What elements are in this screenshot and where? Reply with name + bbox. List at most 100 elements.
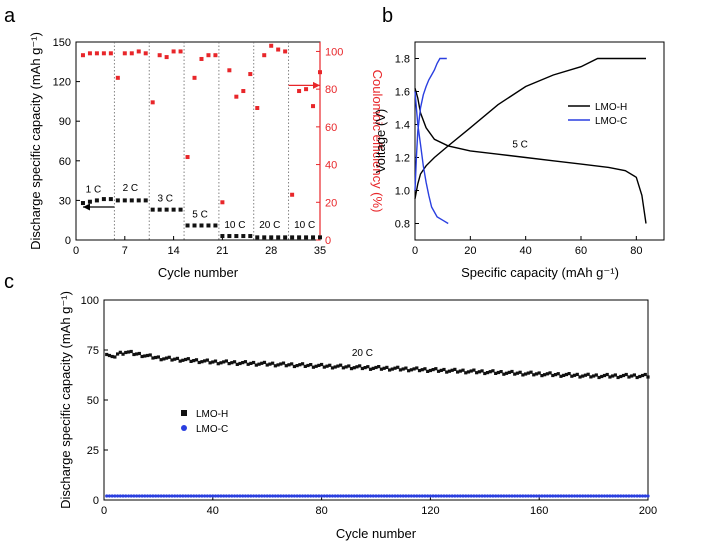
panel-c-series [105, 349, 650, 498]
lmo-c-point [309, 494, 313, 498]
lmo-c-point [592, 494, 596, 498]
panel-b-series [414, 57, 647, 225]
lmo-h-point [311, 365, 316, 369]
lmo-c-point [613, 494, 617, 498]
y-tick-label: 1.2 [395, 153, 410, 165]
lmo-c-point [132, 494, 136, 498]
lmo-c-point [507, 494, 511, 498]
lmo-c-point [167, 494, 171, 498]
capacity-point [80, 201, 85, 206]
lmo-h-point [640, 373, 645, 378]
lmo-c-point [197, 494, 201, 498]
lmo-h-point [268, 362, 272, 366]
lmo-c-point [126, 494, 131, 498]
lmo-h-point [510, 369, 514, 374]
lmo-h-point [309, 363, 313, 367]
left-axis-arrowhead [82, 203, 90, 211]
panel-b-y-ticks: 0.8 1.0 1.2 1.4 1.6 1.8 [395, 54, 419, 231]
lmo-c-point [232, 494, 237, 498]
lmo-c-point [252, 494, 256, 498]
lmo-c-point [243, 494, 248, 498]
lmo-c-point [447, 494, 452, 498]
rate-label: 2 C [123, 183, 139, 194]
lmo-h-point [575, 372, 579, 376]
lmo-c-point [496, 494, 500, 498]
lmo-c-point [268, 494, 272, 498]
y2-tick-label: 100 [325, 46, 343, 58]
lmo-c-point [605, 494, 609, 498]
lmo-h-point [205, 358, 209, 362]
lmo-h-point [447, 369, 452, 373]
lmo-h-point [379, 367, 384, 371]
y-tick-label: 60 [59, 156, 71, 168]
lmo-c-point [227, 494, 231, 498]
lmo-c-point [363, 494, 367, 498]
lmo-h-point [137, 351, 141, 356]
lmo-c-point [600, 494, 604, 498]
efficiency-point [101, 51, 106, 56]
lmo-c-point [330, 494, 335, 498]
rate-label: 5 C [192, 210, 208, 221]
lmo-c-point [390, 494, 394, 498]
lmo-h-point [583, 373, 588, 377]
y-tick-label: 30 [59, 195, 71, 207]
lmo-c-point [107, 494, 112, 498]
lmo-h-point [592, 374, 596, 378]
lmo-c-point [200, 494, 204, 498]
efficiency-point [227, 68, 232, 73]
lmo-h-point [347, 364, 351, 368]
lmo-h-point [643, 372, 647, 377]
panel-b-x-label: Specific capacity (mAh g⁻¹) [461, 265, 619, 280]
x-tick-label: 0 [73, 245, 79, 257]
panel-b-frame [414, 41, 665, 241]
lmo-c-point [485, 494, 490, 498]
lmo-c-point [458, 494, 462, 498]
lmo-c-point [409, 494, 413, 498]
lmo-h-point [173, 357, 177, 361]
lmo-c-point [504, 494, 509, 498]
x-tick-label: 28 [265, 245, 277, 257]
lmo-h-point [646, 375, 650, 379]
lmo-c-point [295, 494, 299, 498]
lmo-c-point [423, 494, 427, 498]
lmo-c-point [154, 494, 158, 498]
lmo-h-point [260, 361, 264, 365]
lmo-h-point [567, 372, 571, 376]
lmo-h-point [110, 354, 114, 359]
lmo-c-point [118, 494, 122, 498]
lmo-c-point [186, 494, 190, 498]
x-tick-label: 120 [421, 505, 439, 517]
x-tick-label: 40 [520, 245, 532, 257]
lmo-c-point [499, 494, 503, 498]
lmo-h-point [224, 359, 228, 363]
lmo-h-point [374, 365, 378, 370]
efficiency-point [241, 89, 246, 94]
lmo-h-point [540, 374, 544, 378]
lmo-h-point [320, 362, 324, 367]
lmo-h-point [611, 374, 615, 378]
capacity-point [150, 207, 155, 212]
y2-tick-label: 60 [325, 122, 337, 134]
efficiency-point [150, 100, 155, 105]
lmo-c-point [159, 494, 163, 498]
lmo-h-point [232, 360, 237, 364]
lmo-h-point [189, 359, 193, 363]
lmo-h-point [262, 360, 267, 364]
lmo-c-point [480, 494, 484, 498]
lmo-c-point [203, 494, 207, 498]
lmo-c-point [621, 494, 626, 498]
lmo-h-point [456, 370, 460, 374]
efficiency-point [192, 75, 197, 80]
lmo-h-point [434, 367, 438, 371]
lmo-h-point [382, 366, 386, 370]
efficiency-point [269, 43, 274, 48]
lmo-c-point [162, 494, 166, 498]
capacity-point [304, 235, 309, 240]
lmo-c-point [396, 494, 400, 498]
lmo-h-point [453, 367, 457, 371]
lmo-h-point [186, 357, 190, 361]
lmo-c-point [254, 494, 258, 498]
lmo-c-point [358, 494, 362, 498]
lmo-c-point [271, 494, 275, 498]
